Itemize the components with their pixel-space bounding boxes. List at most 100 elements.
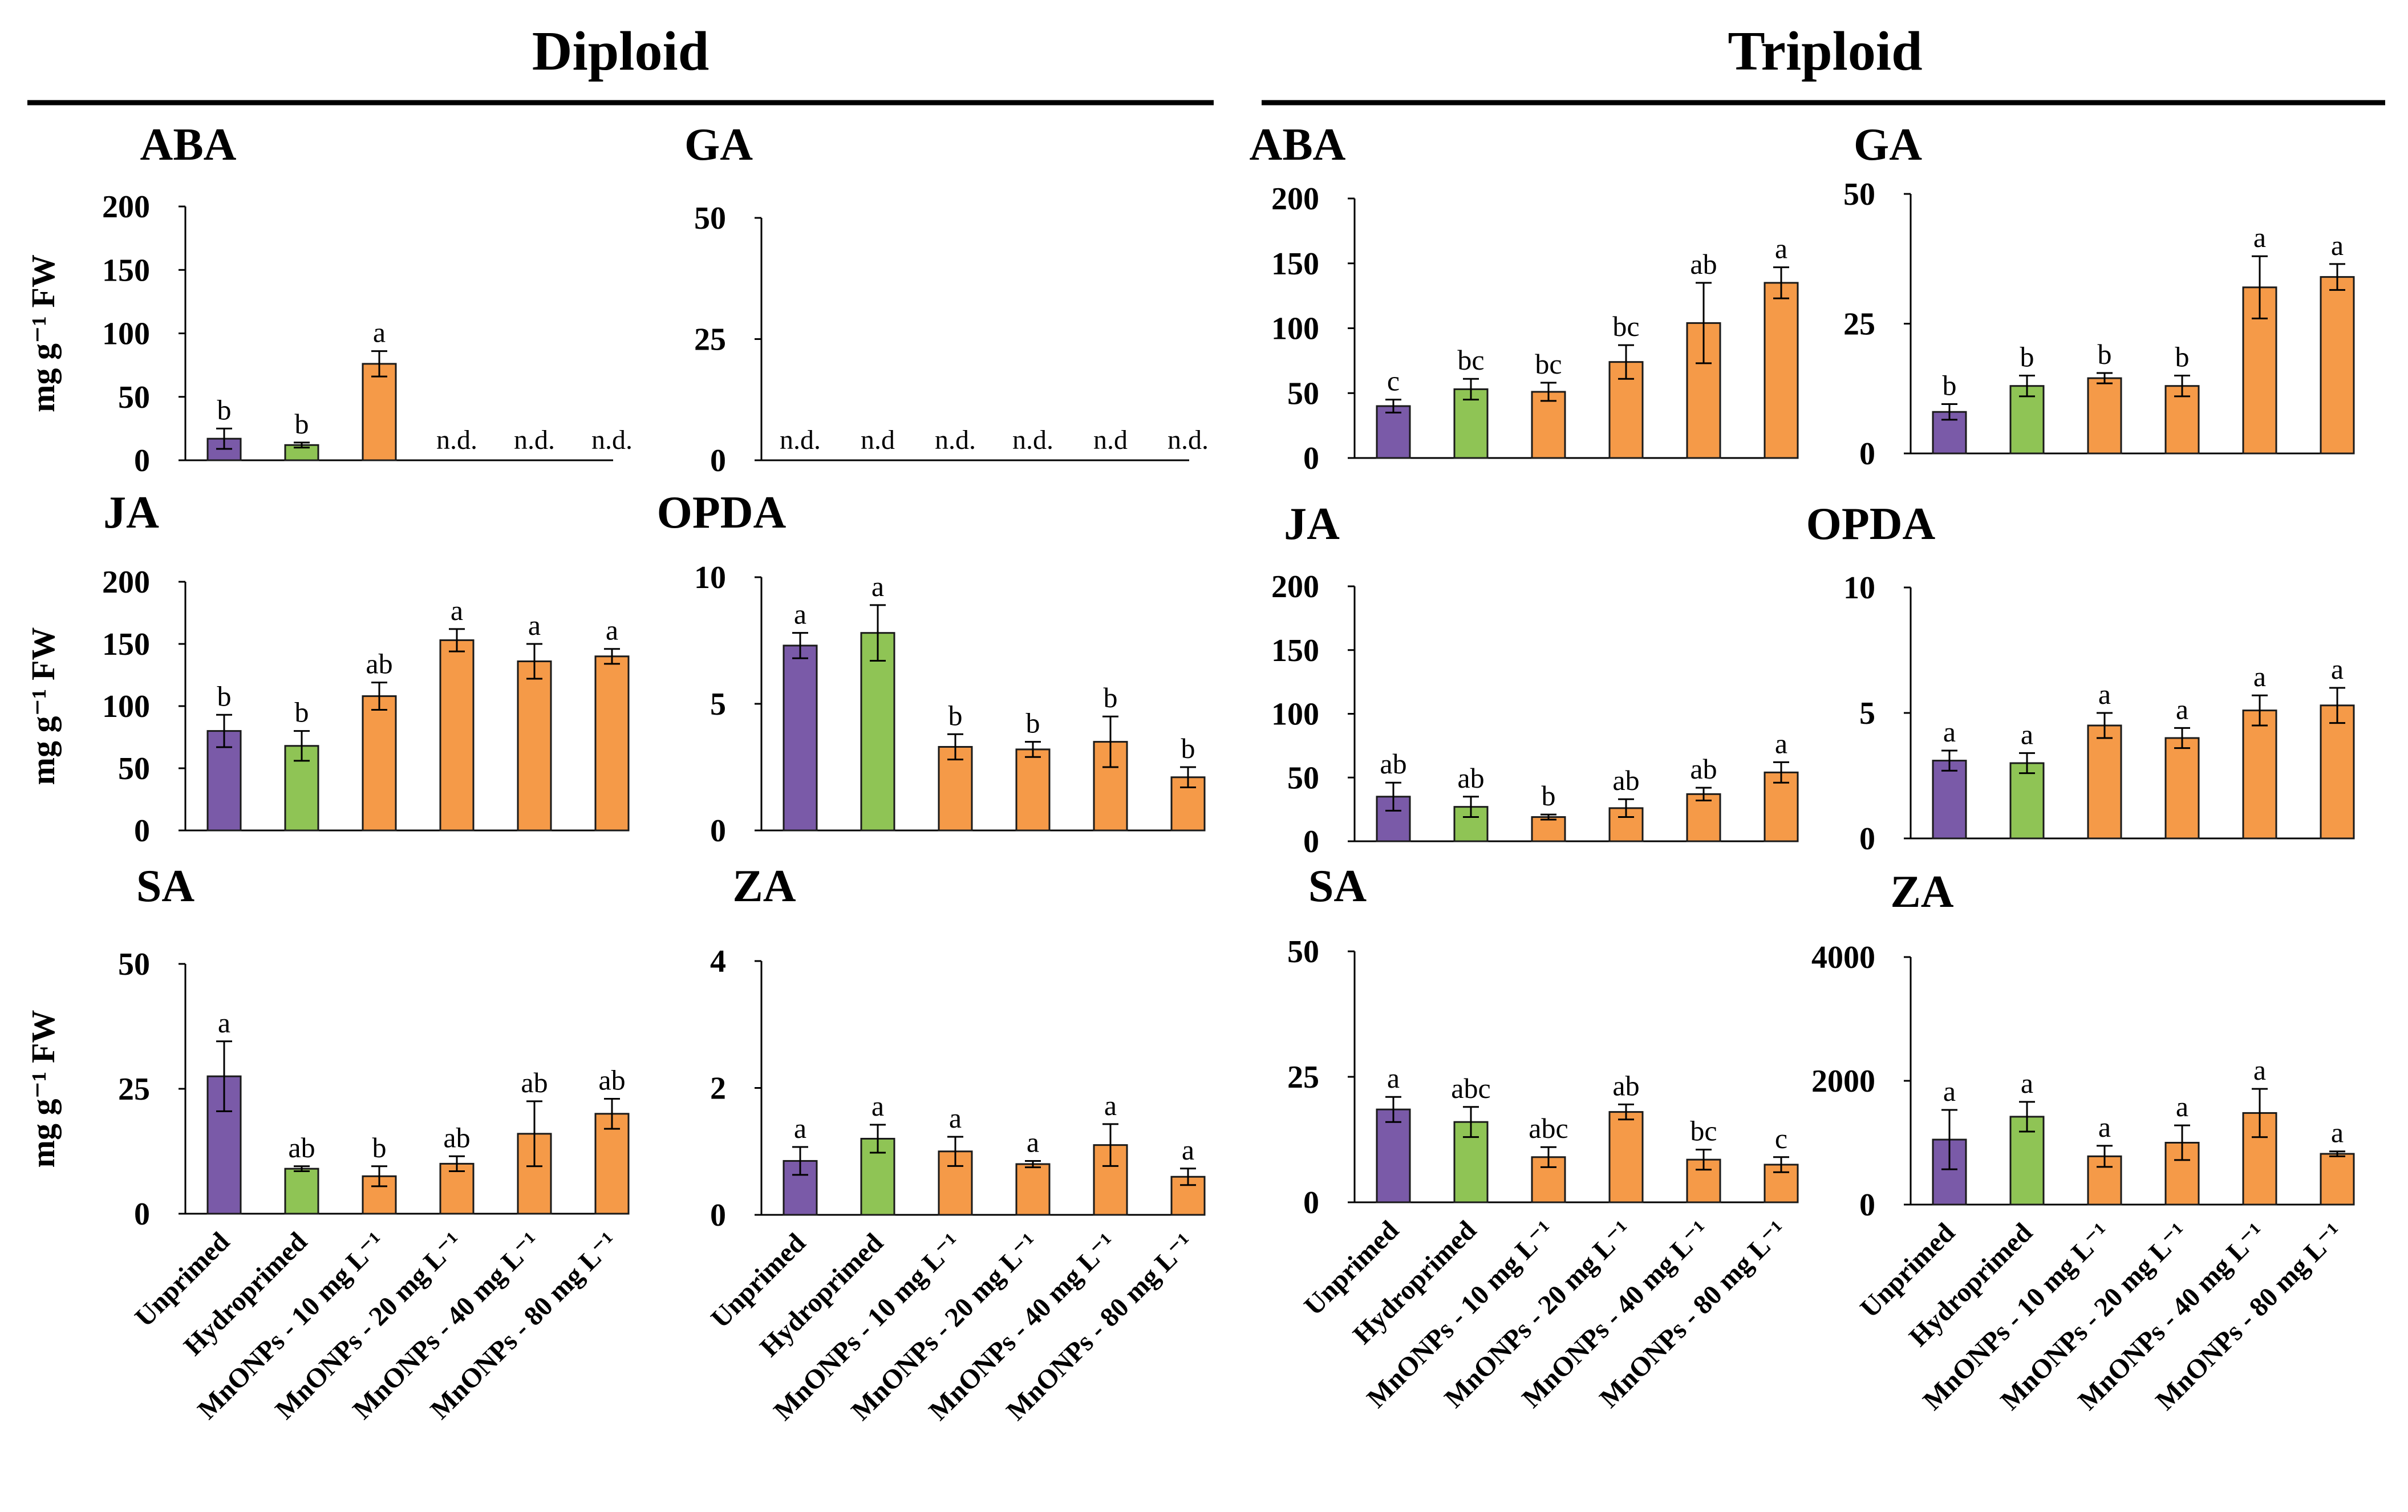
significance-label: bc (1535, 348, 1562, 380)
significance-label: a (1775, 727, 1787, 759)
significance-label: a (1943, 1075, 1956, 1107)
bar (938, 745, 973, 832)
panel-diploid-ja: JA mg g⁻¹ FW 0 50 100 150 200 b b ab a a a (25, 488, 630, 849)
significance-label: a (451, 594, 463, 626)
y-tick-label: 50 (118, 751, 150, 787)
bar (2320, 276, 2355, 455)
bar (1015, 748, 1051, 832)
significance-label: a (2253, 1054, 2266, 1086)
y-tick-label: 0 (710, 1198, 726, 1233)
bar (1531, 816, 1566, 842)
panel-triploid-aba: ABA 0 50 100 150 200 c bc bc bc ab a (1250, 120, 1799, 476)
group-title-triploid: Triploid (1728, 21, 1922, 82)
y-tick-label: 0 (710, 813, 726, 849)
y-tick-label: 50 (1843, 177, 1875, 212)
panel-diploid-ga: GA 0 25 50 n.d. n.d n.d. n.d. n.d n.d. (684, 120, 1209, 479)
y-tick-label: 50 (118, 947, 150, 982)
significance-label: a (2021, 1067, 2033, 1099)
significance-label: b (217, 394, 232, 425)
y-tick-label: 0 (710, 443, 726, 479)
significance-label: ab (1612, 764, 1639, 796)
y-tick-label: 0 (1859, 1187, 1875, 1223)
y-axis-label: mg g⁻¹ FW (25, 254, 62, 412)
significance-label: a (373, 317, 386, 348)
y-tick-label: 2000 (1811, 1064, 1875, 1099)
significance-label: abc (1529, 1112, 1568, 1144)
not-detected-label: n.d (1093, 425, 1128, 455)
bar (284, 1168, 319, 1215)
bar (783, 644, 818, 832)
panel-title: ABA (1250, 120, 1346, 170)
significance-label: ab (1457, 762, 1484, 794)
significance-label: a (871, 570, 884, 602)
significance-label: ab (1690, 248, 1717, 280)
y-tick-label: 25 (118, 1072, 150, 1107)
y-tick-label: 100 (1271, 697, 1319, 732)
bar (2320, 1153, 2355, 1206)
significance-label: b (1943, 370, 1957, 402)
bar (517, 660, 552, 832)
y-tick-label: 25 (1287, 1060, 1319, 1095)
significance-label: a (528, 609, 541, 641)
y-tick-label: 150 (1271, 633, 1319, 668)
significance-label: a (2098, 1111, 2111, 1143)
y-tick-label: 0 (1859, 436, 1875, 472)
bar (594, 655, 630, 832)
panel-title: GA (1854, 120, 1922, 170)
y-tick-label: 4000 (1811, 940, 1875, 975)
significance-label: b (948, 699, 963, 731)
y-tick-label: 2 (710, 1071, 726, 1106)
significance-label: a (2021, 718, 2033, 750)
y-tick-label: 0 (134, 1197, 150, 1232)
significance-label: bc (1690, 1115, 1717, 1147)
not-detected-label: n.d. (436, 425, 477, 455)
y-tick-label: 50 (1287, 760, 1319, 796)
significance-label: c (1387, 365, 1400, 397)
y-tick-label: 5 (1859, 696, 1875, 731)
not-detected-label: n.d. (780, 425, 821, 455)
not-detected-label: n.d. (514, 425, 555, 455)
bar (362, 695, 397, 832)
bar (1015, 1163, 1051, 1216)
bar (439, 639, 475, 832)
panel-title: ABA (140, 120, 237, 170)
y-tick-label: 200 (102, 565, 150, 600)
y-tick-label: 50 (118, 380, 150, 415)
y-tick-label: 50 (1287, 376, 1319, 411)
significance-label: a (1387, 1062, 1400, 1094)
bar (2087, 377, 2122, 455)
panel-title: JA (1284, 499, 1340, 549)
panel-triploid-ja: JA 0 50 100 150 200 ab ab b ab ab a (1271, 499, 1799, 860)
significance-label: b (217, 680, 232, 712)
significance-label: a (2176, 693, 2188, 725)
panel-title: GA (684, 120, 753, 170)
panel-title: OPDA (657, 488, 787, 538)
bar (1376, 1108, 1411, 1203)
bar (1608, 1111, 1644, 1203)
significance-label: a (794, 598, 806, 630)
y-tick-label: 0 (1303, 824, 1319, 860)
significance-label: ab (1690, 753, 1717, 785)
significance-label: a (2253, 660, 2266, 692)
y-axis-label: mg g⁻¹ FW (25, 627, 62, 785)
y-tick-label: 100 (1271, 311, 1319, 347)
y-tick-label: 150 (1271, 246, 1319, 282)
significance-label: ab (598, 1064, 625, 1096)
significance-label: a (1943, 716, 1956, 748)
y-axis-label: mg g⁻¹ FW (25, 1010, 62, 1168)
panel-title: ZA (732, 861, 796, 911)
significance-label: b (1542, 780, 1556, 812)
panel-title: JA (103, 488, 159, 538)
significance-label: b (2175, 341, 2190, 373)
significance-label: ab (1380, 748, 1406, 780)
significance-label: bc (1457, 344, 1484, 376)
y-tick-label: 10 (694, 560, 726, 595)
bar (362, 363, 397, 461)
y-tick-label: 0 (134, 813, 150, 849)
significance-label: b (295, 408, 309, 440)
bar (2009, 385, 2045, 455)
